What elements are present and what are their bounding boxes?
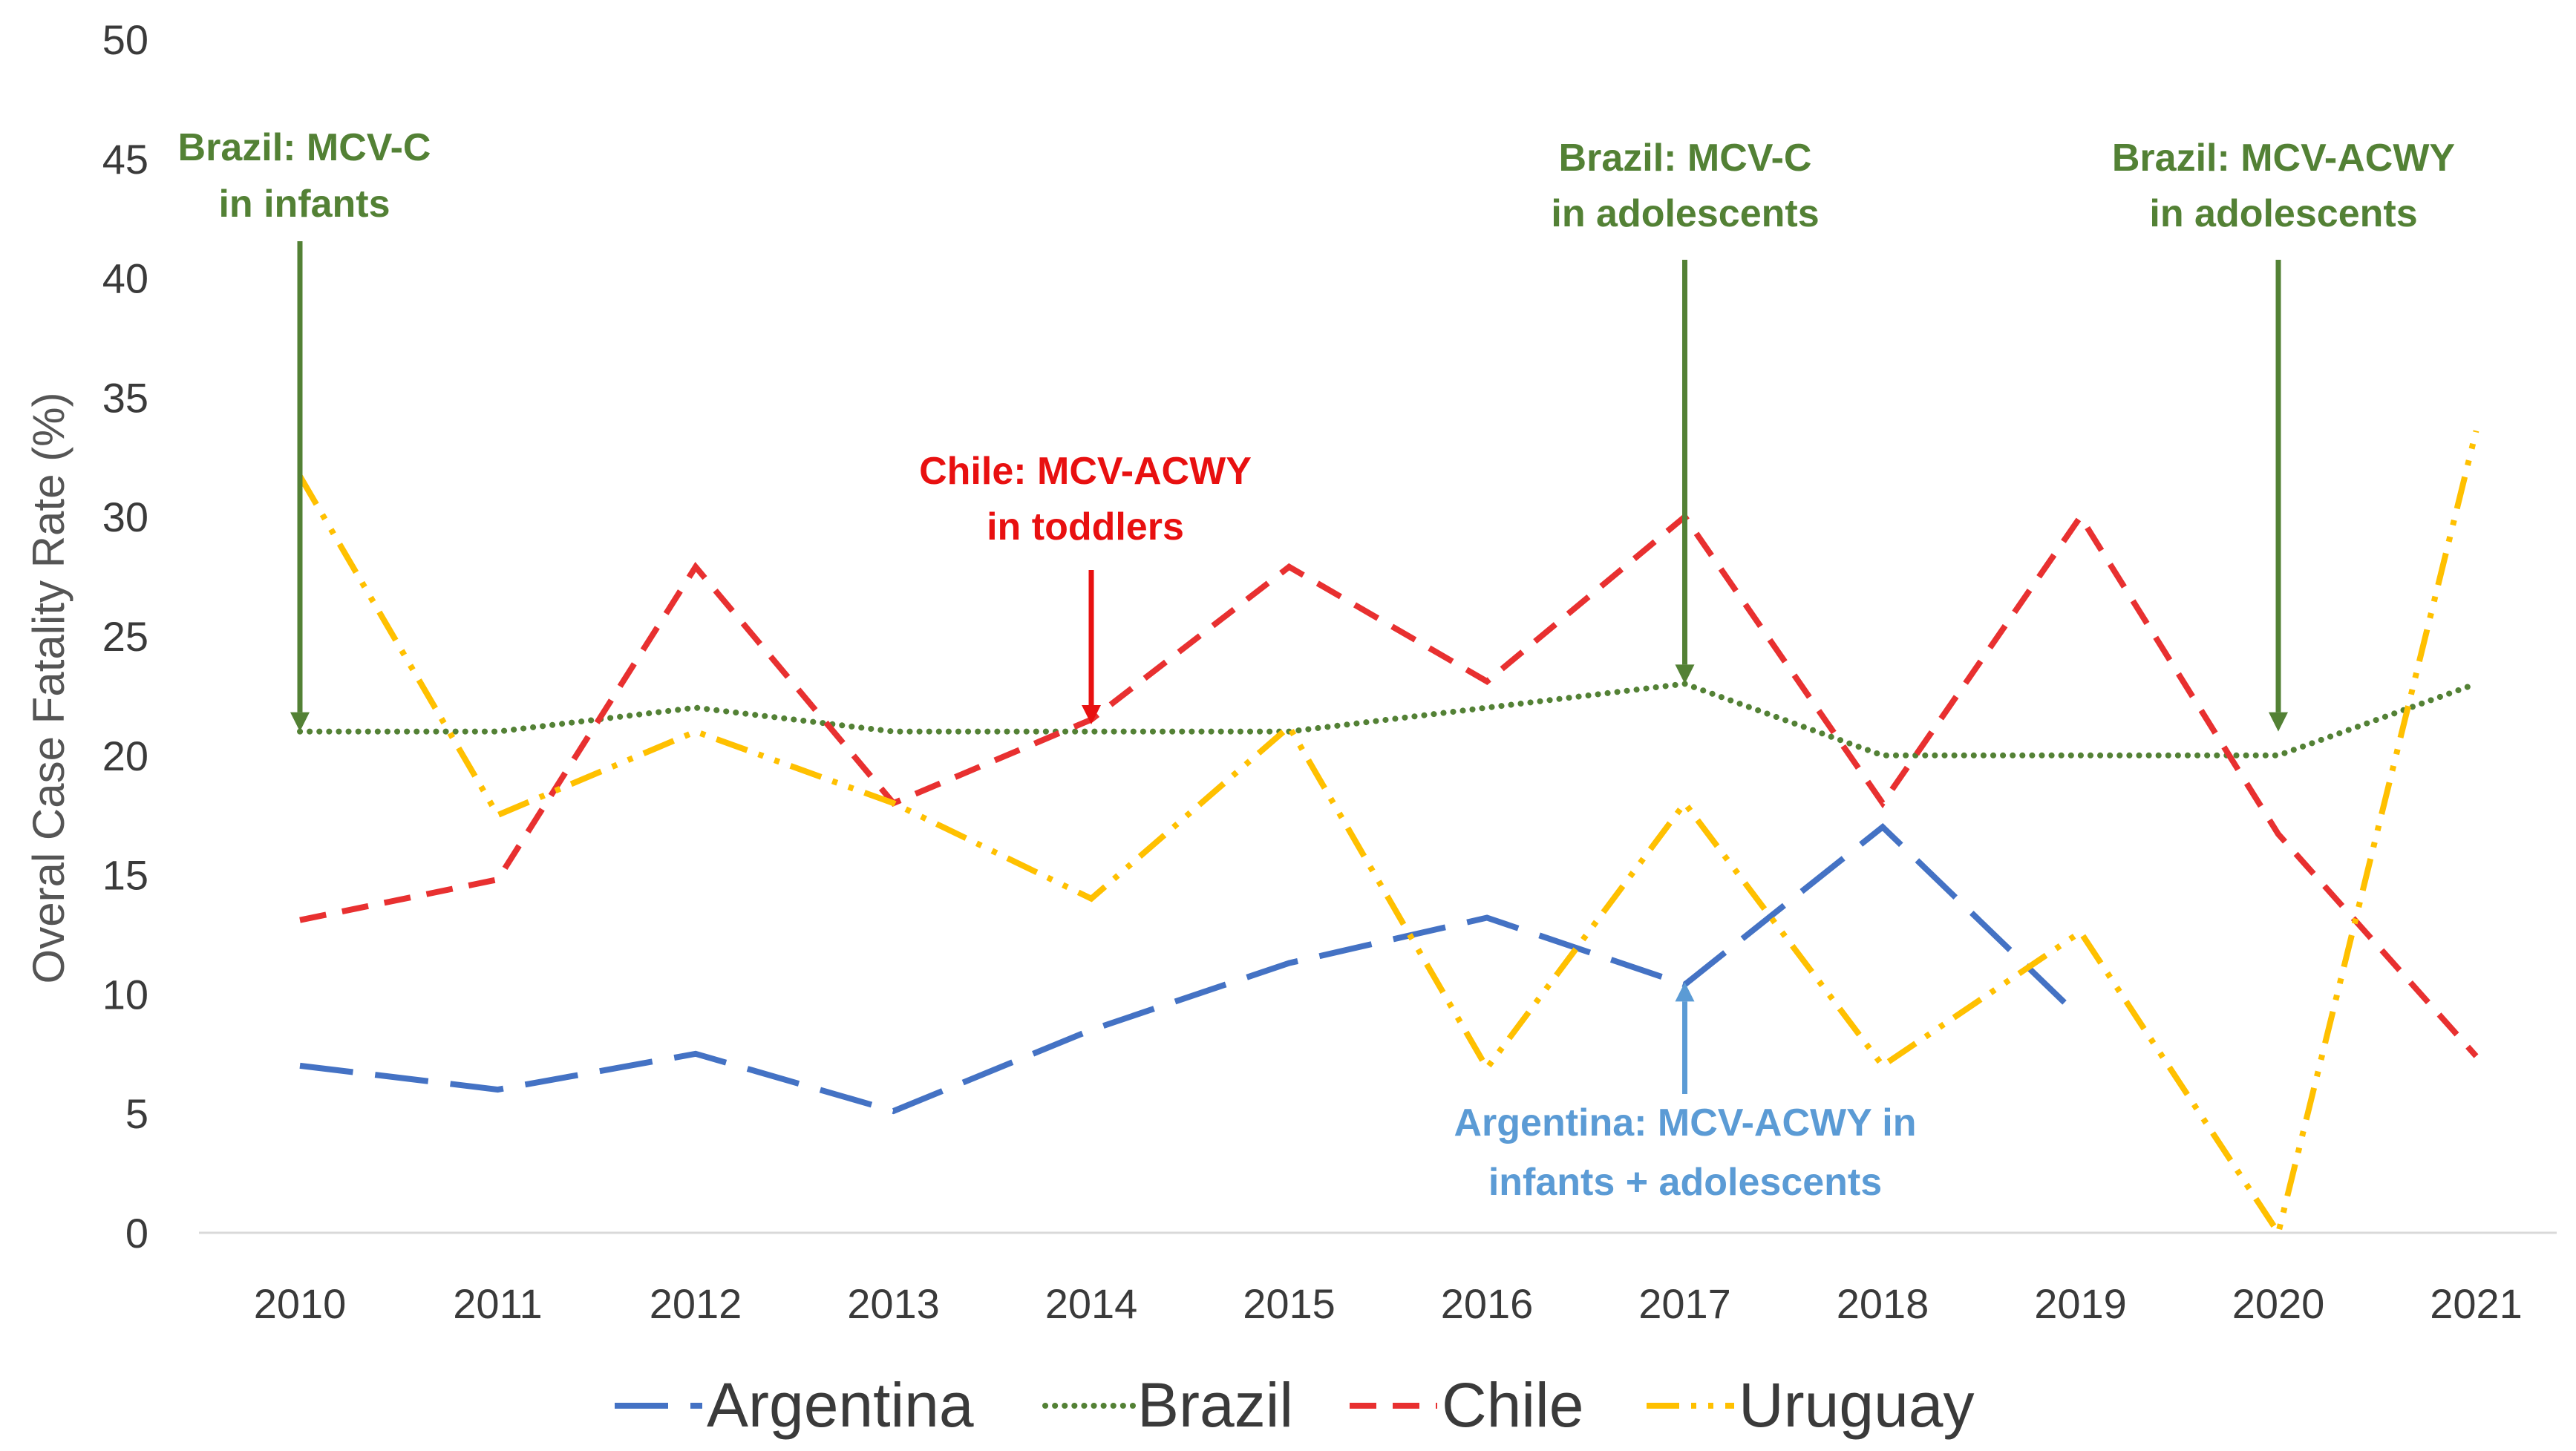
data-point-brazil <box>2080 755 2081 756</box>
y-tick-label: 50 <box>102 16 148 63</box>
data-point-chile <box>1487 681 1488 682</box>
annotation-arrowhead <box>1675 982 1695 1002</box>
x-tick-label: 2017 <box>1638 1280 1731 1327</box>
annotation-text: Brazil: MCV-C <box>178 126 431 169</box>
data-point-chile <box>2278 833 2279 834</box>
data-point-argentina <box>1487 917 1488 918</box>
x-tick-label: 2019 <box>2034 1280 2127 1327</box>
data-point-brazil <box>1091 731 1092 732</box>
y-tick-label: 25 <box>102 613 148 660</box>
annotation-arrowhead <box>1675 664 1695 684</box>
x-tick-label: 2021 <box>2430 1280 2523 1327</box>
data-point-brazil <box>1487 707 1488 708</box>
y-tick-label: 40 <box>102 255 148 302</box>
x-tick-label: 2015 <box>1243 1280 1336 1327</box>
annotation-arrowhead <box>2269 712 2288 732</box>
x-tick-label: 2013 <box>847 1280 940 1327</box>
series-line-uruguay <box>297 430 2479 1240</box>
y-tick-label: 0 <box>125 1210 148 1257</box>
annotation-text: Chile: MCV-ACWY <box>919 450 1252 493</box>
axes: 0 5 10 15 20 25 30 35 40 45 50 2010 2011 2012 2013 2014… <box>24 16 2557 1327</box>
data-point-chile <box>2476 1056 2477 1057</box>
y-tick-label: 45 <box>102 136 148 183</box>
x-tick-label: 2011 <box>453 1280 542 1327</box>
annotation-text: in adolescents <box>2149 192 2417 235</box>
y-tick-label: 5 <box>125 1090 148 1137</box>
annotation-text: in toddlers <box>987 505 1184 548</box>
data-point-argentina <box>1091 1029 1092 1030</box>
series-line-chile <box>299 511 2479 1058</box>
legend-label-argentina: Argentina <box>707 1370 974 1440</box>
annotation-text: infants + adolescents <box>1488 1161 1882 1204</box>
x-tick-label: 2018 <box>1837 1280 1929 1327</box>
x-tick-label: 2016 <box>1441 1280 1534 1327</box>
data-point-argentina <box>893 1110 894 1111</box>
annotation-text: Brazil: MCV-C <box>1559 137 1812 180</box>
data-point-brazil <box>893 731 894 732</box>
legend: Argentina Brazil Chile Uruguay <box>615 1370 1975 1440</box>
legend-label-chile: Chile <box>1442 1370 1583 1440</box>
data-point-brazil <box>497 731 498 732</box>
x-tick-label: 2012 <box>650 1280 742 1327</box>
data-point-argentina <box>300 1065 301 1066</box>
annotation-arrowhead <box>290 712 310 732</box>
series-lines <box>297 430 2479 1240</box>
data-point-brazil <box>2278 755 2279 756</box>
legend-label-brazil: Brazil <box>1137 1370 1293 1440</box>
y-tick-label: 10 <box>102 971 148 1018</box>
y-tick-label: 30 <box>102 494 148 540</box>
y-tick-label: 20 <box>102 733 148 779</box>
annotation-text: in adolescents <box>1551 192 1819 235</box>
x-tick-label: 2020 <box>2232 1280 2325 1327</box>
data-point-uruguay <box>1487 1068 1488 1069</box>
annotation-text: Brazil: MCV-ACWY <box>2112 137 2455 180</box>
legend-label-uruguay: Uruguay <box>1739 1370 1975 1440</box>
data-point-uruguay <box>2080 931 2081 932</box>
y-tick-label: 15 <box>102 852 148 899</box>
data-point-uruguay <box>2476 430 2477 431</box>
data-point-uruguay <box>1684 803 1685 804</box>
x-tick-label: 2014 <box>1045 1280 1138 1327</box>
x-tick-label: 2010 <box>254 1280 347 1327</box>
annotation-text: Argentina: MCV-ACWY in <box>1454 1101 1916 1144</box>
series-line-argentina <box>299 822 2083 1115</box>
series-line-brazil <box>297 681 2479 759</box>
data-point-uruguay <box>497 815 498 816</box>
annotations: Brazil: MCV-C in infants Chile: MCV-ACWY in… <box>178 126 2456 1204</box>
data-point-uruguay <box>893 803 894 804</box>
annotation-arrowhead <box>1082 704 1101 724</box>
y-tick-label: 35 <box>102 374 148 421</box>
data-point-uruguay <box>2278 1233 2279 1234</box>
data-point-uruguay <box>1091 898 1092 899</box>
y-axis-title: Overal Case Fatality Rate (%) <box>24 393 73 984</box>
annotation-text: in infants <box>218 183 390 226</box>
